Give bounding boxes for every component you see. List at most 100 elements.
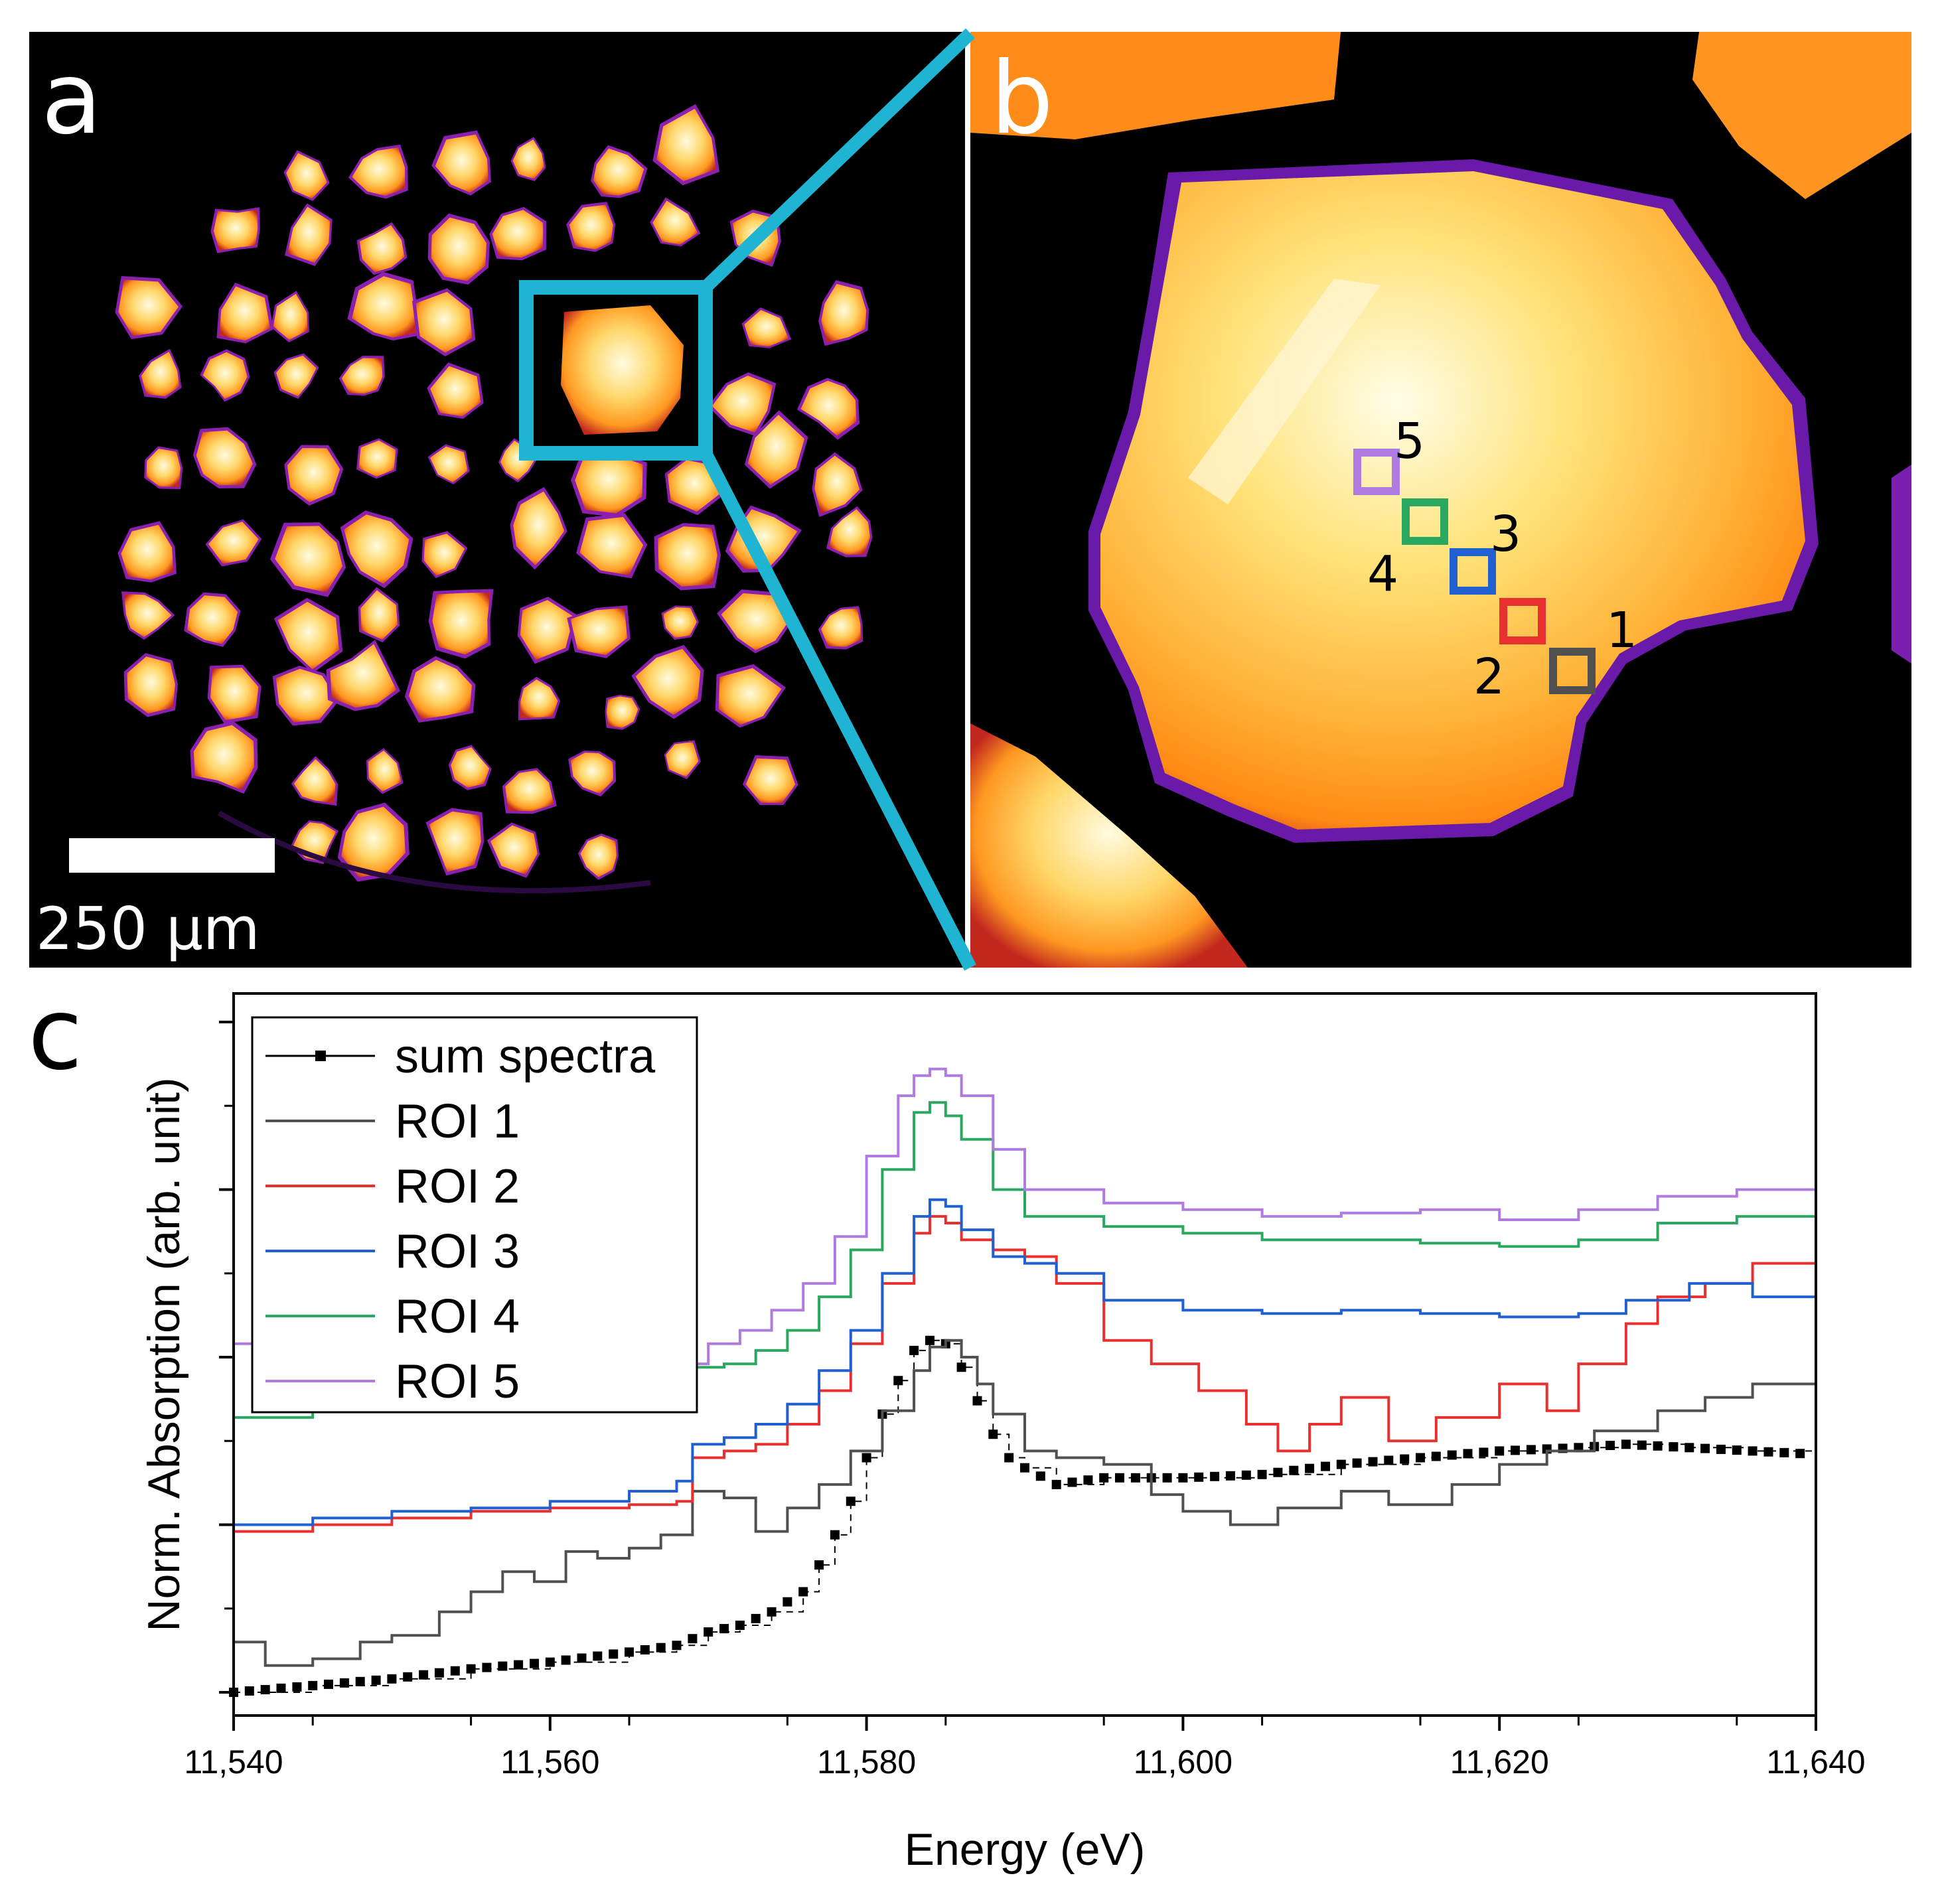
- sum-marker: [972, 1396, 982, 1406]
- grain: [415, 291, 473, 353]
- sum-marker: [688, 1634, 698, 1644]
- grain: [580, 836, 617, 877]
- grain: [451, 747, 490, 788]
- x-tick-label: 11,580: [817, 1743, 916, 1781]
- sum-marker: [1637, 1440, 1647, 1450]
- sum-marker: [1336, 1459, 1346, 1469]
- sum-marker: [292, 1682, 302, 1692]
- sum-marker: [861, 1453, 871, 1463]
- grain: [800, 380, 857, 436]
- sum-marker: [640, 1645, 650, 1654]
- roi-label-4: 4: [1367, 546, 1398, 603]
- grain: [213, 209, 258, 251]
- panel-b-letter: b: [990, 41, 1053, 157]
- legend-swatch-marker: [315, 1051, 326, 1061]
- sum-marker: [530, 1658, 539, 1668]
- sum-marker: [1700, 1443, 1710, 1453]
- sum-marker: [1225, 1471, 1235, 1481]
- sum-marker: [403, 1672, 413, 1682]
- sum-marker: [1463, 1449, 1473, 1459]
- sum-marker: [1083, 1475, 1093, 1485]
- sum-marker: [719, 1624, 729, 1634]
- grain: [277, 601, 339, 670]
- grain: [513, 491, 565, 565]
- sum-marker: [1732, 1445, 1742, 1455]
- panel-b-zoom-map: 1 2 3 4 5 b: [970, 32, 1911, 968]
- sum-marker: [498, 1661, 508, 1671]
- sum-marker: [735, 1621, 745, 1630]
- sum-marker: [1194, 1472, 1204, 1482]
- sum-marker: [988, 1429, 998, 1439]
- legend-label: ROI 5: [395, 1355, 520, 1408]
- sum-marker: [1511, 1445, 1520, 1455]
- series-roi-2: [234, 1214, 1817, 1533]
- grain: [196, 430, 253, 486]
- sum-marker: [1606, 1441, 1615, 1450]
- grain: [275, 526, 343, 593]
- grain: [287, 448, 340, 502]
- grain: [118, 279, 179, 336]
- grain: [652, 200, 698, 245]
- sum-marker: [466, 1664, 476, 1674]
- x-tick-label: 11,540: [184, 1743, 283, 1781]
- grain: [121, 524, 174, 580]
- grain: [666, 742, 699, 777]
- chart-axes: 11,540 11,560 11,580 11,600 11,620 11,640: [184, 1021, 1866, 1781]
- sum-marker: [609, 1649, 619, 1659]
- x-tick-label: 11,560: [500, 1743, 599, 1781]
- x-tick-label: 11,600: [1134, 1743, 1232, 1781]
- grain: [127, 656, 175, 714]
- legend-label: ROI 4: [395, 1290, 520, 1343]
- grain: [275, 668, 336, 723]
- grain: [141, 352, 180, 397]
- sum-marker: [1795, 1449, 1805, 1459]
- sum-marker: [1447, 1450, 1457, 1460]
- sum-marker: [1305, 1463, 1315, 1473]
- sum-marker: [1178, 1473, 1188, 1483]
- grain: [341, 806, 406, 877]
- grain: [520, 600, 574, 660]
- grain: [344, 514, 410, 584]
- grain: [293, 759, 336, 804]
- sum-marker: [1241, 1470, 1251, 1480]
- sum-marker: [561, 1655, 571, 1665]
- grain: [286, 153, 327, 199]
- legend-label: sum spectra: [395, 1030, 656, 1083]
- sum-marker: [1289, 1465, 1299, 1475]
- sum-marker: [1321, 1461, 1330, 1471]
- grain: [512, 139, 544, 179]
- grain: [658, 526, 717, 587]
- sum-marker: [1495, 1446, 1505, 1456]
- legend-box: [251, 1016, 698, 1414]
- main-grain-streak: [1188, 279, 1381, 504]
- sum-marker: [1716, 1444, 1726, 1454]
- sum-marker: [1257, 1469, 1267, 1479]
- sum-marker: [577, 1653, 587, 1663]
- sum-marker: [1779, 1447, 1789, 1457]
- grain: [829, 509, 871, 555]
- plot-frame: [232, 992, 1817, 1717]
- sum-marker: [1669, 1442, 1679, 1452]
- sum-marker: [846, 1497, 856, 1506]
- grain: [368, 750, 402, 792]
- grain: [821, 608, 861, 647]
- grain: [146, 449, 181, 487]
- x-axis-title: Energy (eV): [905, 1824, 1146, 1875]
- sum-marker: [704, 1627, 713, 1637]
- main-grain-body: [1100, 171, 1805, 830]
- sum-marker: [1479, 1447, 1489, 1457]
- sum-marker: [482, 1662, 492, 1672]
- roi-label-1: 1: [1606, 602, 1637, 659]
- sum-marker: [625, 1647, 634, 1657]
- sum-marker: [1099, 1473, 1109, 1483]
- sum-marker: [1431, 1451, 1441, 1461]
- sum-marker: [925, 1335, 934, 1345]
- grain: [358, 440, 396, 477]
- sum-marker: [1067, 1477, 1077, 1487]
- edge-speck-right: [1892, 465, 1911, 664]
- sum-marker: [1526, 1445, 1536, 1455]
- sum-marker: [1763, 1447, 1773, 1457]
- y-axis-title: Norm. Absorption (arb. unit): [139, 1077, 189, 1631]
- sum-marker: [1748, 1446, 1757, 1456]
